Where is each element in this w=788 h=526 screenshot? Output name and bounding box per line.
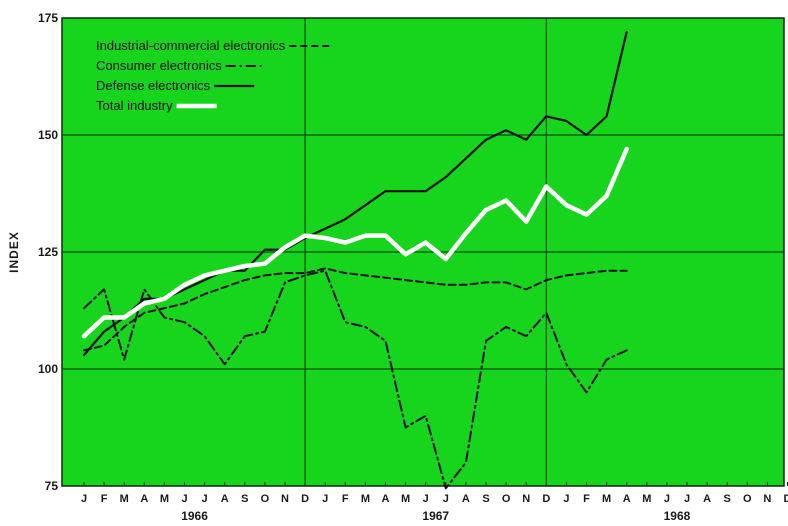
x-tick-label: A bbox=[703, 493, 711, 505]
x-tick-label: J bbox=[423, 493, 429, 505]
x-tick-label: J bbox=[664, 493, 670, 505]
x-tick-label: D bbox=[301, 493, 309, 505]
plot-border bbox=[61, 17, 785, 487]
x-tick-label: O bbox=[743, 493, 752, 505]
y-axis-label: INDEX bbox=[7, 231, 21, 273]
x-tick-label: J bbox=[81, 493, 87, 505]
series-line-1 bbox=[83, 269, 628, 490]
x-tick-label: N bbox=[281, 493, 289, 505]
x-tick-label: M bbox=[401, 493, 410, 505]
year-label: 1967 bbox=[422, 509, 449, 523]
x-tick-label: M bbox=[361, 493, 370, 505]
gridlines bbox=[61, 17, 785, 487]
x-tick-label: S bbox=[482, 493, 489, 505]
x-tick-label: J bbox=[684, 493, 690, 505]
legend: Industrial-commercial electronics Consume… bbox=[96, 38, 330, 113]
year-label: 1968 bbox=[664, 509, 691, 523]
x-tick-label: J bbox=[322, 493, 328, 505]
x-tick-label: A bbox=[462, 493, 470, 505]
legend-label: Defense electronics bbox=[96, 78, 211, 93]
legend-label: Consumer electronics bbox=[96, 58, 222, 73]
x-axis-ticks: J F M A M J J A S O N D J F M A M J J A S O N D J F M A M J J A S O N D1966… bbox=[81, 482, 788, 523]
x-tick-label: A bbox=[221, 493, 229, 505]
x-tick-label: O bbox=[261, 493, 270, 505]
x-tick-label: J bbox=[443, 493, 449, 505]
y-tick-label: 75 bbox=[45, 479, 59, 493]
legend-label: Total industry bbox=[96, 98, 173, 113]
x-tick-label: O bbox=[502, 493, 511, 505]
year-label: 1966 bbox=[181, 509, 208, 523]
x-tick-label: J bbox=[202, 493, 208, 505]
y-tick-label: 150 bbox=[38, 128, 58, 142]
x-tick-label: M bbox=[160, 493, 169, 505]
x-tick-label: N bbox=[763, 493, 771, 505]
legend-label: Industrial-commercial electronics bbox=[96, 38, 286, 53]
x-tick-label: A bbox=[140, 493, 148, 505]
x-tick-label: D bbox=[784, 493, 788, 505]
series-line-3 bbox=[81, 146, 629, 339]
x-tick-label: S bbox=[724, 493, 731, 505]
x-tick-label: F bbox=[583, 493, 590, 505]
x-tick-label: S bbox=[241, 493, 248, 505]
x-tick-label: F bbox=[101, 493, 108, 505]
x-tick-label: A bbox=[382, 493, 390, 505]
x-tick-label: J bbox=[563, 493, 569, 505]
series-layer bbox=[81, 30, 629, 490]
x-tick-label: N bbox=[522, 493, 530, 505]
y-tick-label: 100 bbox=[38, 362, 58, 376]
x-tick-label: D bbox=[542, 493, 550, 505]
x-tick-label: F bbox=[342, 493, 349, 505]
y-axis-ticks: 75 100 125 150 175 bbox=[38, 11, 58, 493]
y-tick-label: 175 bbox=[38, 11, 58, 25]
x-tick-label: M bbox=[642, 493, 651, 505]
series-line-0 bbox=[83, 267, 628, 352]
x-tick-label: A bbox=[623, 493, 631, 505]
x-tick-label: M bbox=[602, 493, 611, 505]
x-tick-label: J bbox=[181, 493, 187, 505]
y-tick-label: 125 bbox=[38, 245, 58, 259]
x-tick-label: M bbox=[120, 493, 129, 505]
